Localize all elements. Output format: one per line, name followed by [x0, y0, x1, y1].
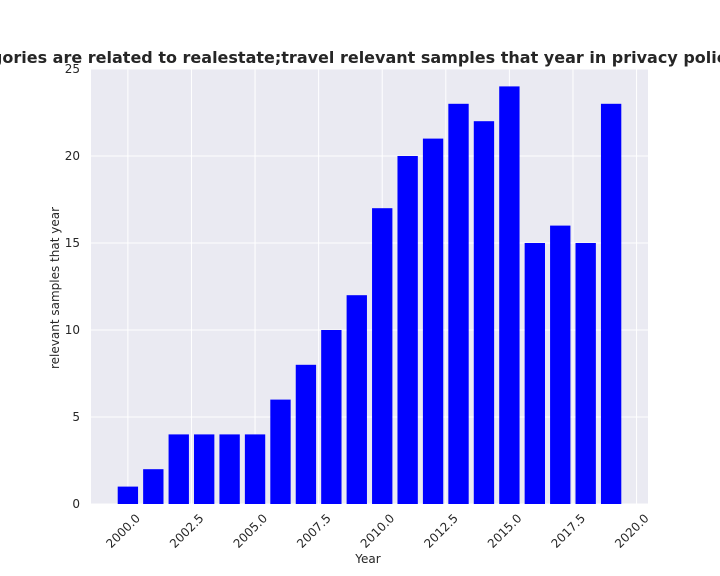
bar — [168, 434, 189, 504]
bar — [270, 399, 291, 504]
bar — [143, 469, 164, 504]
bar — [372, 208, 393, 504]
y-tick-label: 10 — [65, 323, 80, 337]
x-axis-label: Year — [354, 552, 380, 566]
y-tick-labels: 0 5 10 15 20 25 — [65, 62, 80, 511]
bar — [550, 225, 571, 504]
x-tick-label: 2002.5 — [167, 511, 207, 551]
bars — [117, 86, 622, 505]
chart-title: When categories are related to realestat… — [0, 48, 720, 67]
y-tick-label: 20 — [65, 149, 80, 163]
bar — [219, 434, 240, 504]
y-axis-label: relevant samples that year — [48, 207, 62, 369]
y-tick-label: 5 — [72, 410, 80, 424]
x-tick-label: 2007.5 — [294, 511, 334, 551]
y-tick-label: 15 — [65, 236, 80, 250]
bar — [448, 103, 469, 505]
bar — [499, 86, 520, 505]
x-tick-label: 2020.0 — [612, 511, 652, 551]
bar — [194, 434, 215, 504]
bar — [422, 138, 444, 504]
bar — [321, 330, 342, 504]
bar — [295, 364, 317, 504]
bar — [117, 486, 139, 504]
bar — [575, 243, 596, 504]
x-tick-label: 2000.0 — [103, 511, 143, 551]
bar — [600, 103, 622, 505]
bar — [397, 156, 418, 504]
y-tick-label: 25 — [65, 62, 80, 76]
x-tick-label: 2012.5 — [421, 511, 461, 551]
x-tick-labels: 2000.0 2002.5 2005.0 2007.5 2010.0 2012.5 2015… — [103, 511, 651, 551]
x-tick-label: 2015.0 — [485, 511, 525, 551]
bar — [244, 434, 266, 504]
bar — [524, 243, 545, 504]
x-tick-label: 2010.0 — [358, 511, 398, 551]
bar — [473, 121, 495, 504]
x-tick-label: 2005.0 — [231, 511, 271, 551]
bar — [346, 295, 367, 504]
x-tick-label: 2017.5 — [548, 511, 588, 551]
y-tick-label: 0 — [72, 497, 80, 511]
